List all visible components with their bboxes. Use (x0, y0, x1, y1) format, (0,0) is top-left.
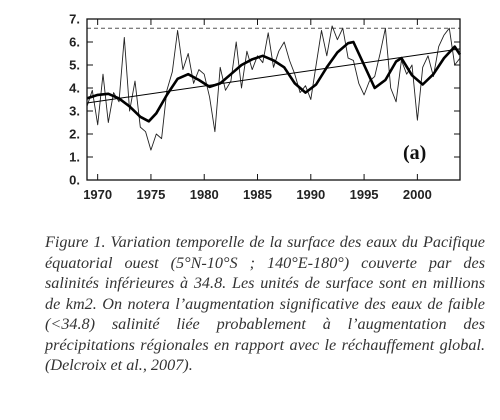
y-tick-label: 0. (69, 173, 80, 188)
x-tick-label: 1985 (243, 187, 272, 202)
x-tick-label: 2000 (403, 187, 432, 202)
y-tick-label: 2. (69, 127, 80, 142)
series-line-smoothed (86, 40, 462, 123)
y-tick-label: 5. (69, 58, 80, 73)
x-tick-label: 1970 (83, 187, 112, 202)
figure-caption: Figure 1. Variation temporelle de la sur… (45, 233, 485, 374)
y-tick-label: 7. (69, 12, 80, 27)
x-tick-label: 1995 (350, 187, 379, 202)
x-tick-label: 1975 (136, 187, 165, 202)
panel-label: (a) (403, 142, 426, 164)
series-line-thin (86, 25, 461, 151)
y-tick-label: 6. (69, 35, 80, 50)
plot-area: 0. 1. 2. 3. 4. 5. 6. 7. 1970 1975 1980 1985 1990 1995… (69, 12, 462, 202)
series-line-trend (86, 48, 461, 104)
y-tick-label: 1. (69, 150, 80, 165)
y-tick-label: 4. (69, 81, 80, 96)
y-tick-label: 3. (69, 104, 80, 119)
salinity-area-chart: 0. 1. 2. 3. 4. 5. 6. 7. 1970 1975 1980 1985 1990 1995… (69, 12, 462, 202)
x-tick-label: 1980 (190, 187, 219, 202)
x-tick-label: 1990 (296, 187, 325, 202)
plot-frame (86, 18, 461, 181)
